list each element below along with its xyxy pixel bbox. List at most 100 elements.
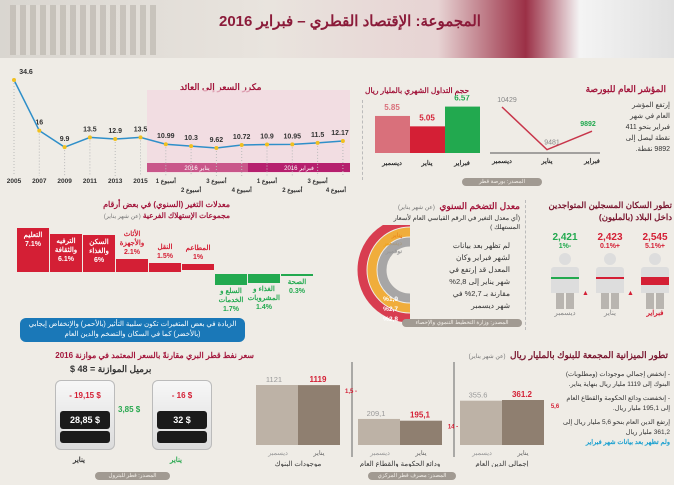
data-point (12, 78, 16, 82)
month-label: ديسمبر (369, 450, 390, 457)
category-label: التعليم 7.1% (23, 231, 43, 248)
up-triangle-icon: ▲ (627, 290, 634, 297)
data-point (87, 135, 92, 140)
data-label: 10.3 (184, 135, 198, 142)
population-subtitle: داخل البلاد (بالمليون) (598, 212, 672, 222)
category-bar (215, 274, 247, 285)
index-line-chart: 10429 ديسمبر 9481 يناير 9892 فبراير (490, 97, 600, 165)
x-tick-label: 2013 (108, 178, 123, 185)
data-point (290, 142, 295, 147)
consumption-chart: التعليم 7.1% الترفيه والثقافة 6.1% السكن وال… (15, 227, 315, 316)
donut-ring (357, 225, 410, 323)
pe-title: مكرر السعر إلى العائد (180, 82, 262, 92)
oil-source: المصدر: قطر للبترول (95, 472, 170, 480)
month-label-jan: يناير 2016 (184, 165, 210, 172)
person-icon (559, 253, 571, 265)
divider (362, 100, 363, 180)
x-tick-label: أسبوع 2 (181, 185, 202, 194)
x-tick-label: أسبوع 1 (156, 176, 177, 185)
population-value: 2,423 (597, 232, 623, 243)
population-change: 5.1%+ (644, 243, 666, 250)
population-title: تطور السكان المسجلين المتواجدين (548, 200, 673, 210)
month-label: يناير (603, 310, 616, 317)
x-tick-label: أسبوع 1 (257, 176, 278, 185)
inflation-subtitle: (أي معدل التغير في الرقم القياسي العام ل… (393, 215, 520, 231)
index-value: 10429 (497, 97, 517, 104)
volume-bar (375, 115, 410, 153)
data-point (113, 137, 118, 142)
donut-value: %2,8 (383, 316, 398, 323)
consumption-heading: معدلات التغير (السنوي) في بعض أرقام مجمو… (40, 199, 230, 223)
month-label: فبراير (453, 159, 470, 167)
data-label: 10.72 (233, 134, 251, 141)
month-label: يناير (540, 157, 552, 165)
banks-bar-chart: 355.6 361.2 5,6 يناير ديسمبر إجمالي الدين الع… (256, 362, 560, 467)
data-point (62, 145, 67, 150)
banks-title: تطور الميزانية المجمعة للبنوك بالمليار ر… (468, 350, 668, 360)
weeks-band (147, 90, 350, 173)
divider (525, 200, 526, 330)
population-heading: تطور السكان المسجلين المتواجدين داخل الب… (528, 199, 673, 223)
data-point (239, 142, 244, 147)
x-tick-label: أسبوع 3 (206, 176, 227, 185)
bank-group-label: موجودات البنوك (275, 460, 322, 467)
pe-line-chart: يناير 2016 فبراير 2016 34.6 2005 16 2007 9.9 20… (7, 69, 350, 194)
x-tick-label: 2015 (133, 178, 148, 185)
donut-value: %1,9 (383, 296, 398, 303)
bank-group-label: ودائع الحكومة والقطاع العام (360, 460, 441, 467)
month-label: فبراير (646, 310, 664, 317)
oil-change: 3,85 $ (118, 405, 141, 414)
oil-title: سعر نفط قطر البري مقارنةً بالسعر المعتمد… (55, 351, 254, 360)
population-item: 2,421 1%- ديسمبر (545, 232, 585, 332)
legend-item: نوفمبر (385, 249, 403, 255)
volume-value: 5.85 (384, 103, 400, 112)
index-value: 9892 (580, 121, 596, 128)
donut-value: %2,7 (383, 306, 398, 313)
month-band-jan (147, 163, 248, 172)
category-label: الأثاث والأجهزة 2.1% (119, 230, 145, 256)
month-label: ديسمبر (381, 160, 402, 167)
population-change: 0.1%+ (599, 243, 621, 250)
donut-ring (367, 227, 410, 313)
consumption-subtitle: مجموعات الإستهلاك الفرعية (عن شهر يناير) (103, 211, 230, 220)
category-bar (281, 274, 313, 276)
oil-diff: - 19,15 $ (69, 391, 101, 400)
data-label: 12.9 (108, 128, 122, 135)
population-chart: 2,545 5.1%+ فبراير ▲ 2,423 0.1%+ يناير ▲ 2,421… (535, 232, 674, 332)
x-tick-label: 2011 (83, 178, 97, 185)
data-point (340, 139, 345, 144)
data-label: 10.9 (260, 133, 274, 140)
donut-ring (377, 237, 410, 303)
month-label: ديسمبر (471, 450, 492, 457)
person-icon (649, 253, 661, 265)
bank-bar-dec (358, 418, 400, 445)
bank-bar-jan (298, 385, 340, 445)
population-value: 2,545 (642, 232, 668, 243)
oil-month: يناير (170, 457, 183, 464)
category-bar (83, 234, 115, 272)
month-label: يناير (414, 449, 426, 457)
volume-title: حجم التداول الشهري بالمليار ريال (365, 86, 470, 95)
bank-value-jan: 1119 (310, 375, 327, 384)
oil-barrel-1: - 16 $ 32 $ (152, 380, 212, 450)
bank-change: 5,6 (551, 404, 560, 410)
x-tick-label: أسبوع 4 (326, 185, 347, 194)
building-image (10, 5, 160, 55)
pe-line (13, 79, 343, 149)
volume-bar (410, 126, 445, 153)
oil-price: 32 $ (157, 411, 207, 429)
data-point (315, 140, 320, 145)
population-value: 2,421 (552, 232, 578, 243)
oil-barrel-2: - 19,15 $ 28,85 $ (55, 380, 115, 450)
data-point (163, 142, 168, 147)
population-change: 1%- (558, 243, 572, 250)
data-label: 9.62 (210, 137, 224, 144)
x-tick-label: أسبوع 2 (282, 185, 303, 194)
oil-price: 28,85 $ (60, 411, 110, 429)
bank-value-dec: 209,1 (367, 409, 386, 418)
volume-bar (445, 106, 480, 153)
data-point (189, 144, 194, 149)
data-label: 11.5 (311, 132, 324, 139)
inflation-source: المصدر: وزارة التخطيط التنموي والإحصاء (402, 319, 522, 327)
